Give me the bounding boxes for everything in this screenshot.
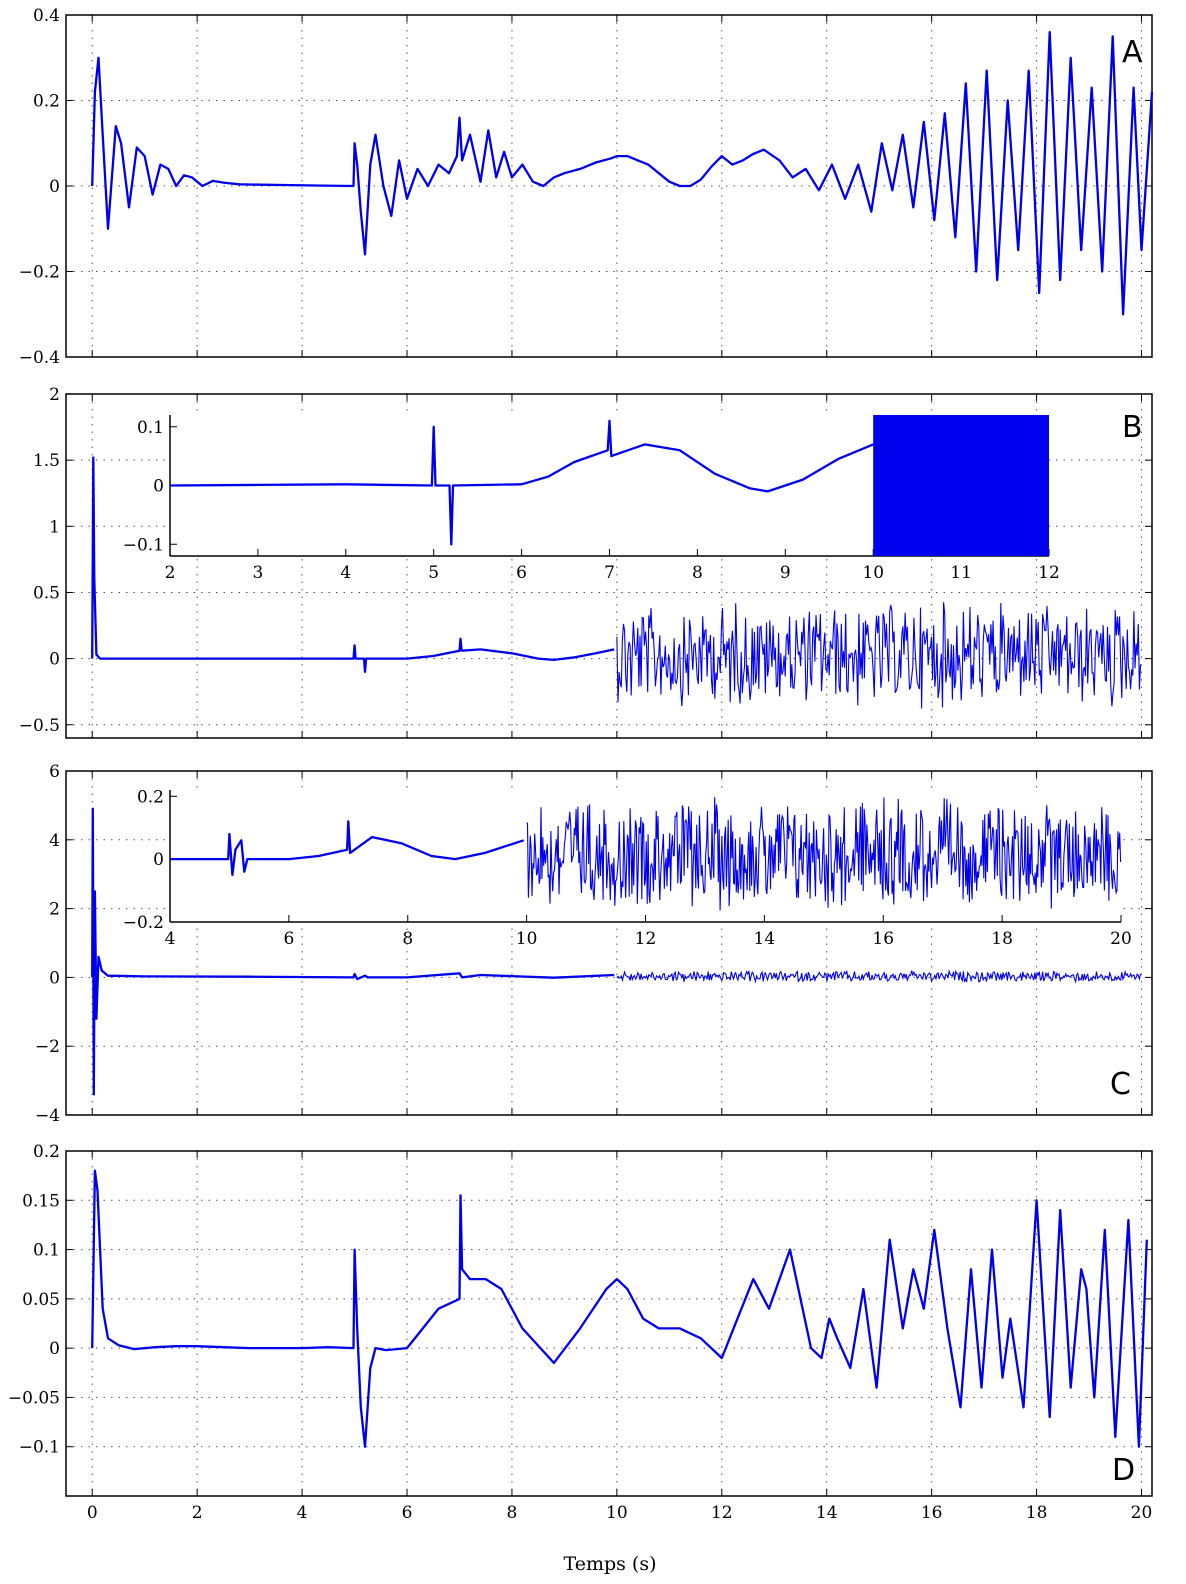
y-tick-label: 0 xyxy=(49,968,60,988)
y-tick-label: −2 xyxy=(35,1037,60,1057)
x-tick-label: 8 xyxy=(692,563,703,583)
panel-label-d: D xyxy=(1112,1453,1135,1488)
y-tick-label: 6 xyxy=(49,762,60,782)
x-tick-label: 14 xyxy=(754,929,776,949)
y-tick-label: −0.05 xyxy=(8,1388,60,1408)
series-line xyxy=(91,807,615,1096)
y-tick-label: 0.05 xyxy=(22,1290,60,1310)
inset-dense-block xyxy=(873,415,1049,556)
x-tick-label: 6 xyxy=(283,929,294,949)
x-tick-label: 8 xyxy=(402,929,413,949)
x-tick-label: 4 xyxy=(165,929,176,949)
x-tick-label: 12 xyxy=(635,929,657,949)
x-tick-label: 4 xyxy=(340,563,351,583)
y-tick-label: −0.1 xyxy=(19,1438,60,1458)
y-tick-label: 1 xyxy=(49,517,60,537)
y-tick-label: 2 xyxy=(49,900,60,920)
x-tick-label: 0 xyxy=(87,1503,98,1523)
y-tick-label: 1.5 xyxy=(33,451,60,471)
panel-label-b: B xyxy=(1122,410,1143,445)
x-tick-label: 10 xyxy=(516,929,538,949)
y-tick-label: 0.2 xyxy=(33,92,60,112)
panel-d: 0.2 0.15 0.1 0.05 0 −0.05 −0.1 0 2 4 6 8 10 12 14 16 18 2… xyxy=(8,1142,1153,1523)
plot-frame xyxy=(65,1150,1153,1497)
series-line xyxy=(91,1169,1148,1448)
x-tick-label: 10 xyxy=(862,563,884,583)
x-tick-label: 2 xyxy=(165,563,176,583)
y-tick-label: −0.4 xyxy=(19,348,60,368)
x-tick-label: 12 xyxy=(1038,563,1060,583)
y-tick-label: 0 xyxy=(49,177,60,197)
x-tick-label: 3 xyxy=(252,563,263,583)
series-line xyxy=(91,30,1154,316)
noise-series xyxy=(526,797,1122,911)
noise-series xyxy=(616,969,1142,984)
y-tick-label: 0.2 xyxy=(33,1142,60,1162)
inset-plot: 0.1 0 −0.12 3 4 5 6 7 8 9 10 11 12 xyxy=(123,415,1060,583)
x-tick-label: 12 xyxy=(711,1503,733,1523)
y-tick-label: 2 xyxy=(49,385,60,405)
x-tick-label: 9 xyxy=(780,563,791,583)
x-tick-label: 7 xyxy=(604,563,615,583)
y-tick-label: −0.2 xyxy=(19,263,60,283)
x-tick-label: 20 xyxy=(1110,929,1132,949)
panel-label-c: C xyxy=(1110,1067,1131,1102)
y-tick-label: 0.1 xyxy=(33,1241,60,1261)
panel-b: 21.510.50−0.50.10−0.12 3 4 5 6 7 8 9 10 11 12 xyxy=(19,385,1153,739)
x-tick-label: 16 xyxy=(921,1503,943,1523)
y-tick-label: 0 xyxy=(153,477,164,497)
y-tick-label: −0.5 xyxy=(19,716,60,736)
plot-frame xyxy=(65,770,1153,1116)
x-tick-label: 2 xyxy=(192,1503,203,1523)
x-tick-label: 5 xyxy=(428,563,439,583)
y-tick-label: −4 xyxy=(35,1106,60,1126)
x-tick-label: 6 xyxy=(516,563,527,583)
series-line xyxy=(91,456,615,673)
y-tick-label: 0 xyxy=(49,1339,60,1359)
panel-a: 0.4 0.2 0 −0.2 −0.4 xyxy=(19,6,1154,368)
y-tick-label: 0.15 xyxy=(22,1191,60,1211)
y-tick-label: 0.5 xyxy=(33,583,60,603)
plot-frame xyxy=(65,393,1153,739)
y-tick-label: 0.4 xyxy=(33,6,60,26)
inset-plot: 0.2 0 −0.24 6 8 10 12 14 16 18 20 xyxy=(123,787,1132,949)
y-tick-label: 0 xyxy=(153,850,164,870)
y-tick-label: −0.1 xyxy=(123,535,164,555)
x-tick-label: 18 xyxy=(1026,1503,1048,1523)
x-tick-label: 18 xyxy=(991,929,1013,949)
x-tick-label: 8 xyxy=(507,1503,518,1523)
x-axis-label: Temps (s) xyxy=(564,1553,657,1575)
y-tick-label: 0 xyxy=(49,650,60,670)
y-tick-label: −0.2 xyxy=(123,913,164,933)
series-line xyxy=(170,820,525,877)
x-tick-label: 10 xyxy=(606,1503,628,1523)
x-tick-label: 14 xyxy=(816,1503,838,1523)
y-tick-label: 4 xyxy=(49,831,60,851)
x-tick-label: 20 xyxy=(1131,1503,1153,1523)
y-tick-label: 0.2 xyxy=(137,787,164,807)
noise-series xyxy=(616,602,1142,709)
x-tick-label: 4 xyxy=(297,1503,308,1523)
x-tick-label: 6 xyxy=(402,1503,413,1523)
series-line xyxy=(169,419,874,546)
panel-label-a: A xyxy=(1122,35,1143,70)
x-tick-label: 16 xyxy=(872,929,894,949)
x-tick-label: 11 xyxy=(950,563,972,583)
y-tick-label: 0.1 xyxy=(137,418,164,438)
